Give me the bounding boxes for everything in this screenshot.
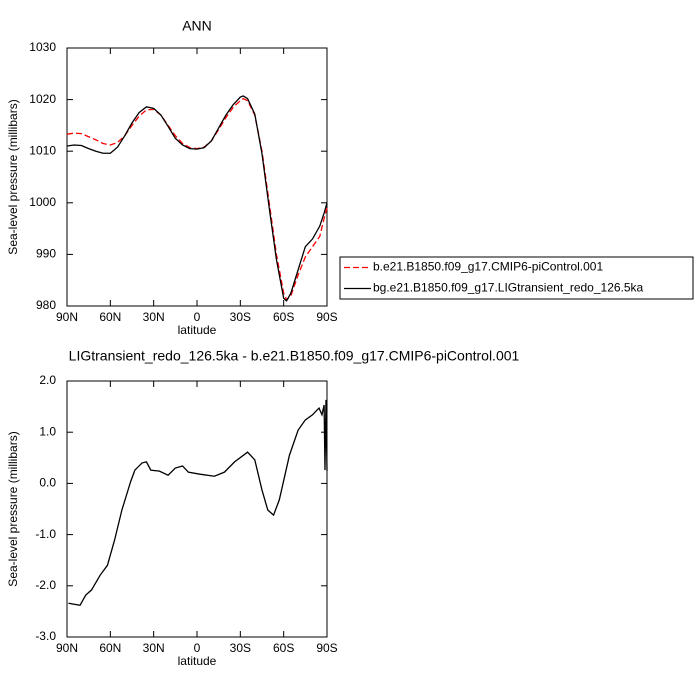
y-tick-label: 0.0 (39, 476, 56, 490)
y-tick-label: 1000 (29, 195, 56, 209)
plot-frame (66, 47, 328, 307)
y-tick-label: 2.0 (39, 373, 56, 387)
y-tick-label: 980 (36, 298, 56, 312)
x-tick-label: 90S (316, 310, 337, 324)
y-tick-label: 990 (36, 247, 56, 261)
x-tick-label: 60S (273, 310, 294, 324)
x-tick-label: 30N (143, 641, 165, 655)
chart-title: ANN (182, 18, 212, 34)
x-tick-label: 90N (56, 310, 78, 324)
x-axis-label: latitude (178, 323, 217, 337)
x-tick-label: 30S (230, 310, 251, 324)
y-axis-label: Sea-level pressure (millibars) (6, 99, 20, 254)
chart-title: LIGtransient_redo_126.5ka - b.e21.B1850.… (69, 348, 520, 364)
series-line (66, 95, 328, 302)
x-tick-label: 90S (316, 641, 337, 655)
x-tick-label: 30S (230, 641, 251, 655)
y-tick-label: 1020 (29, 92, 56, 106)
x-tick-label: 60N (99, 641, 121, 655)
plot-frame (66, 380, 328, 638)
y-tick-label: -1.0 (35, 527, 56, 541)
y-tick-label: -2.0 (35, 578, 56, 592)
x-tick-label: 0 (194, 641, 201, 655)
x-tick-label: 30N (143, 310, 165, 324)
x-axis-label: latitude (178, 654, 217, 668)
y-tick-label: -3.0 (35, 629, 56, 643)
legend-label: bg.e21.B1850.f09_g17.LIGtransient_redo_1… (373, 281, 644, 295)
x-tick-label: 60S (273, 641, 294, 655)
legend-box (339, 256, 694, 300)
x-tick-label: 60N (99, 310, 121, 324)
x-tick-label: 90N (56, 641, 78, 655)
legend-label: b.e21.B1850.f09_g17.CMIP6-piControl.001 (373, 260, 603, 274)
series-line (68, 399, 328, 606)
y-tick-label: 1.0 (39, 424, 56, 438)
y-tick-label: 1010 (29, 143, 56, 157)
x-tick-label: 0 (194, 310, 201, 324)
y-tick-label: 1030 (29, 40, 56, 54)
series-line (66, 97, 328, 301)
y-axis-label: Sea-level pressure (millibars) (6, 431, 20, 586)
